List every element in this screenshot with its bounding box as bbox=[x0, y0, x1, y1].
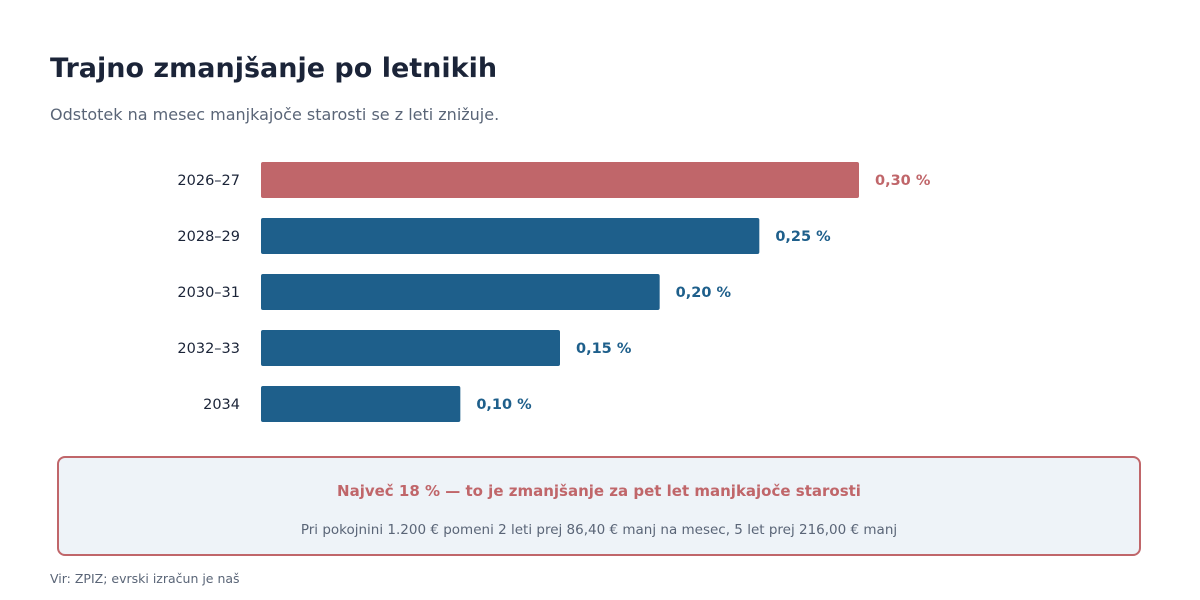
bar bbox=[261, 386, 461, 422]
bar bbox=[261, 162, 859, 198]
bar bbox=[261, 330, 560, 366]
category-label: 2032–33 bbox=[177, 341, 240, 357]
callout-detail: Pri pokojnini 1.200 € pomeni 2 leti prej… bbox=[300, 522, 898, 538]
source-note: Vir: ZPIZ; evrski izračun je naš bbox=[50, 571, 240, 586]
page-subtitle: Odstotek na mesec manjkajoče starosti se… bbox=[50, 105, 500, 124]
category-label: 2028–29 bbox=[177, 229, 240, 245]
category-label: 2034 bbox=[203, 397, 240, 413]
summary-callout: Največ 18 % — to je zmanjšanje za pet le… bbox=[57, 456, 1141, 556]
value-label: 0,30 % bbox=[875, 173, 931, 189]
callout-headline: Največ 18 % — to je zmanjšanje za pet le… bbox=[337, 482, 861, 500]
bar-chart: 2026–27 0,30 % 2028–29 0,25 % 2030–31 0,20 % 2… bbox=[177, 162, 931, 422]
bar bbox=[261, 218, 760, 254]
value-label: 0,25 % bbox=[775, 229, 831, 245]
value-label: 0,15 % bbox=[576, 341, 632, 357]
value-label: 0,20 % bbox=[676, 285, 732, 301]
bar bbox=[261, 274, 660, 310]
value-label: 0,10 % bbox=[476, 397, 532, 413]
category-label: 2026–27 bbox=[177, 173, 240, 189]
page-title: Trajno zmanjšanje po letnikih bbox=[50, 53, 498, 84]
category-label: 2030–31 bbox=[177, 285, 240, 301]
